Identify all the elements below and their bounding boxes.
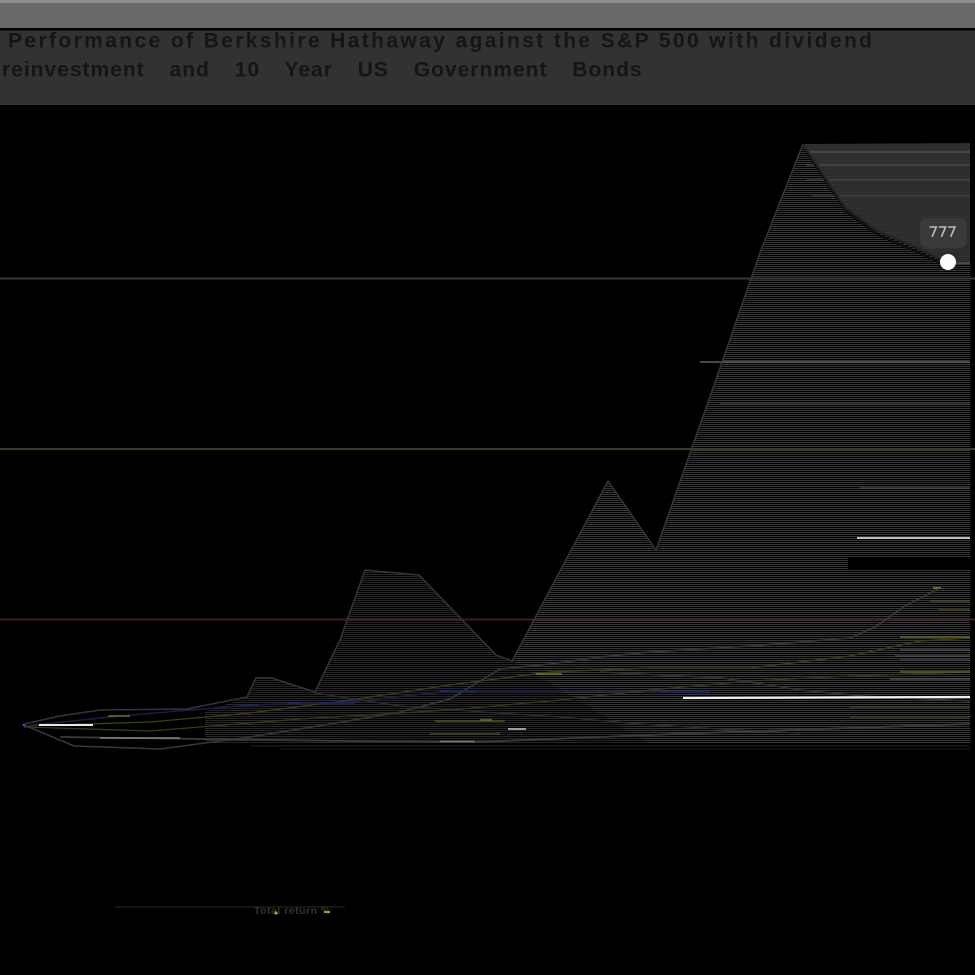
svg-text:reinvestment and 10 Year US Go: reinvestment and 10 Year US Government B…: [2, 59, 643, 82]
svg-text:Total return %: Total return %: [254, 905, 331, 917]
svg-text:Performance of Berkshire Hatha: Performance of Berkshire Hathaway agains…: [8, 30, 872, 53]
